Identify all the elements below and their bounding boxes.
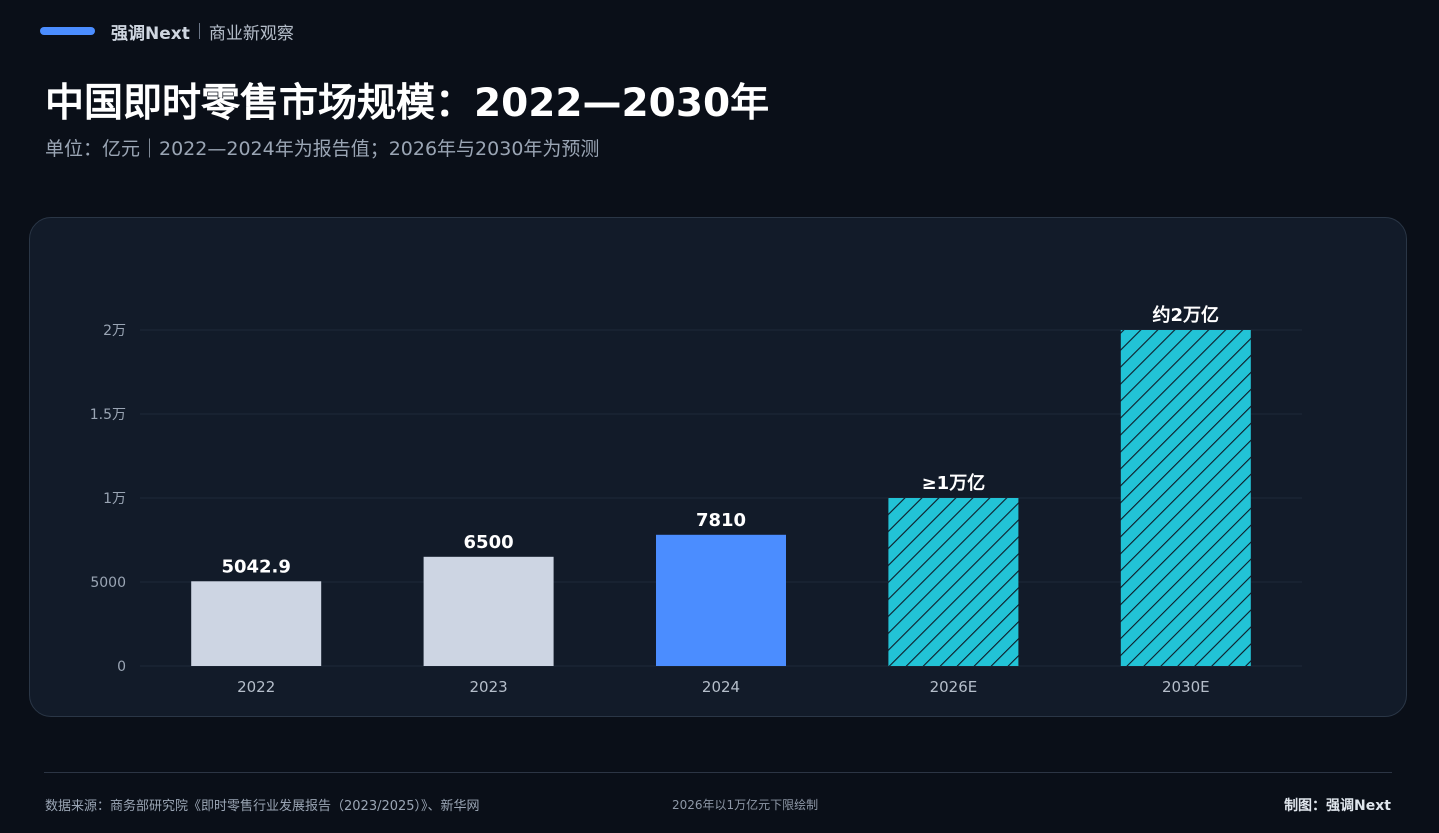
chart-subtitle: 单位：亿元｜2022—2024年为报告值；2026年与2030年为预测 [45,138,600,160]
bar [656,534,786,666]
data-label: 5042.9 [221,556,290,577]
data-label: 7810 [696,510,746,531]
brand-header: 强调Next 商业新观察 [40,18,294,44]
y-tick-label: 1万 [103,491,126,507]
x-tick-label: 2022 [237,678,275,696]
y-tick-label: 1.5万 [90,407,126,423]
data-label: 约2万亿 [1153,304,1220,326]
x-tick-label: 2023 [470,678,508,696]
x-tick-label: 2024 [702,678,740,696]
bar [1120,330,1251,666]
bar [191,581,322,666]
x-tick-label: 2030E [1162,678,1210,696]
footer-note: 2026年以1万亿元下限绘制 [672,798,819,812]
brand-accent-bar [40,27,95,35]
footer-source: 数据来源：商务部研究院《即时零售行业发展报告（2023/2025）》、新华网 [45,799,480,814]
brand-name: 强调Next [111,23,190,44]
brand-tagline: 商业新观察 [208,23,294,44]
y-tick-label: 0 [117,659,126,675]
bar-chart: 0 5000 1万 1.5万 2万 5042.9 2022 6500 2023 7810 2024 ≥… [90,304,1302,696]
x-tick-label: 2026E [930,678,978,696]
brand-separator [198,23,200,39]
bar [423,556,554,666]
bar [888,498,1019,666]
footer-credit: 制图：强调Next [1284,798,1391,814]
y-tick-label: 5000 [90,575,126,591]
chart-title: 中国即时零售市场规模：2022—2030年 [45,81,770,126]
data-label: 6500 [464,532,514,553]
data-label: ≥1万亿 [922,472,986,494]
chart-card: 0 5000 1万 1.5万 2万 5042.9 2022 6500 2023 7810 2024 ≥… [29,217,1407,717]
footer-divider [44,772,1392,773]
y-tick-label: 2万 [103,323,126,339]
